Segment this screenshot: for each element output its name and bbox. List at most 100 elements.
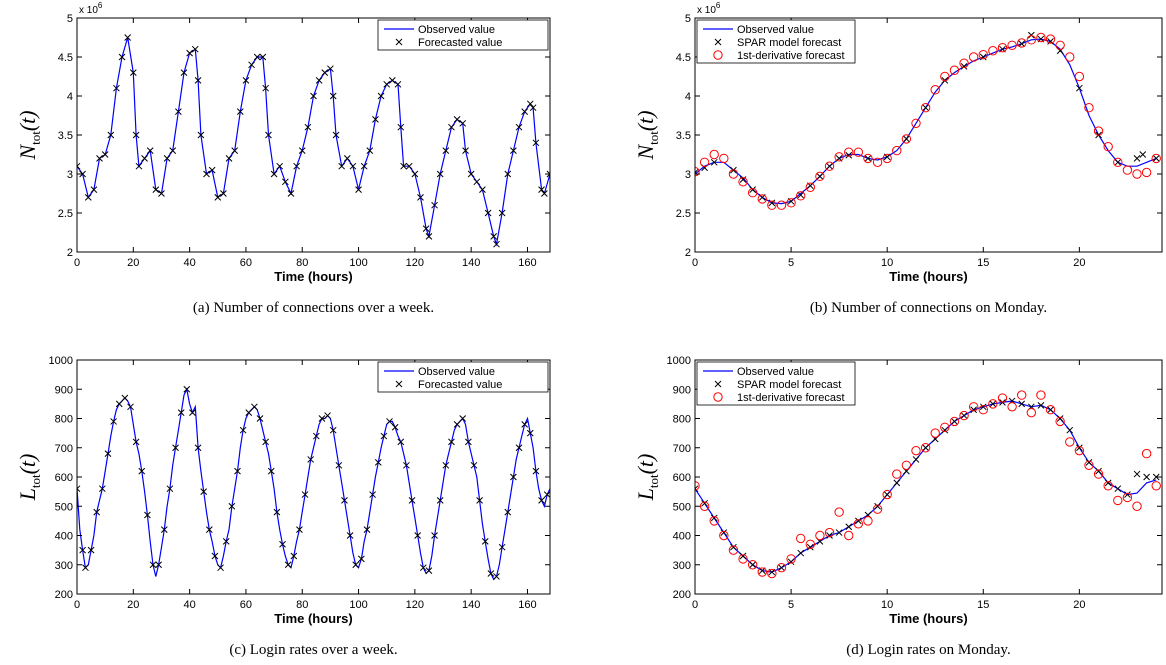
forecast-point-x [256,415,264,422]
forecast-point-x [335,461,343,469]
forecast-point-x [951,418,958,425]
forecast-point-x [358,555,365,563]
derivative-point-o [901,460,912,470]
forecast-point-x [397,438,405,446]
forecast-point-x [442,461,450,469]
forecast-point-x [160,526,168,534]
forecast-point-x [1143,473,1150,481]
forecast-point-x [377,92,385,100]
forecast-point-x [77,485,81,493]
derivative-point-o [997,393,1008,403]
y-tick-label: 3.5 [676,130,691,142]
forecast-point-x [132,131,140,139]
forecast-point-x [82,564,89,572]
forecast-point-x [343,155,351,162]
y-axis-label-main: L [633,488,658,501]
legend-entry: Observed value [737,366,814,378]
derivative-point-o [911,445,921,456]
forecast-point-x [262,84,269,92]
forecast-point-x [236,108,244,115]
forecast-point-x [453,116,461,123]
forecast-point-x [166,485,174,493]
forecast-point-x [504,508,512,516]
forecast-point-x [1104,479,1112,487]
forecast-point-x [307,456,315,463]
derivative-point-o [997,42,1008,53]
forecast-point-x [251,403,258,411]
derivative-point-o [1103,142,1113,152]
forecast-point-x [329,426,337,434]
forecast-point-x [425,567,433,574]
legend-entry: Observed value [418,24,495,36]
legend-swatch-x [395,380,403,388]
legend-entry: Forecasted value [418,379,502,391]
forecast-point-x [787,558,795,566]
forecast-point-x [960,412,968,419]
forecast-point-x [538,186,545,193]
forecast-point-x [436,497,444,504]
derivative-point-o [776,562,787,573]
forecast-point-x [369,491,376,498]
y-exponent-power: 6 [716,1,721,10]
forecast-point-x [701,499,708,507]
forecast-point-x [845,523,853,531]
forecast-point-x [778,564,785,572]
forecast-point-x [152,186,160,193]
panel-c-logins-week: 0 20 40 60 80 100 120 140 160 200 300 400 500 600 700 8… [15,355,551,658]
y-tick-label: 300 [673,560,691,572]
y-tick-label: 2 [67,247,73,259]
forecast-point-x [144,511,151,519]
x-tick-label: 15 [977,257,989,269]
x-tick-label: 0 [74,257,80,269]
y-tick-label: 4.5 [676,52,691,64]
x-axis-label: Time (hours) [274,611,353,626]
derivative-point-o [709,516,719,526]
forecast-point-x [200,488,208,495]
forecast-point-x [1056,415,1064,422]
forecast-point-x [90,186,98,193]
derivative-point-o [1055,416,1065,427]
y-tick-label: 800 [55,414,73,426]
forecast-point-x [290,552,298,560]
forecast-point-x [493,240,500,248]
derivative-point-o [872,504,883,514]
forecast-point-x [239,426,247,434]
forecast-point-x [411,170,419,178]
forecast-point-x [1095,467,1102,475]
forecast-point-x [96,155,103,162]
forecast-point-x [301,491,309,498]
forecast-point-x [380,432,388,440]
forecast-point-x [394,80,402,88]
forecast-point-x [414,532,422,539]
derivative-point-o [834,507,844,517]
derivative-point-o [1007,402,1017,412]
derivative-point-o [786,198,796,208]
y-tick-label: 3 [67,169,73,181]
y-tick-label: 1000 [667,355,691,367]
panel-caption: (b) Number of connections on Monday. [810,300,1047,316]
derivative-point-o [1007,40,1017,50]
forecast-point-x [253,53,261,61]
forecast-point-x [304,123,312,131]
x-tick-label: 20 [127,599,139,611]
y-tick-label: 4.5 [58,52,73,64]
x-tick-label: 10 [881,257,893,269]
derivative-point-o [1151,481,1161,491]
forecast-point-x [341,497,348,504]
y-axis-label-arg: (t) [15,454,40,475]
forecast-point-x [183,385,191,393]
forecast-point-x [397,123,405,131]
forecast-point-x [431,201,438,209]
series-line-observed [695,38,1157,205]
x-tick-label: 0 [74,599,80,611]
derivative-point-o [863,516,873,526]
y-tick-label: 900 [673,384,691,396]
forecast-point-x [417,194,424,201]
forecast-point-x [273,508,281,516]
forecast-point-x [543,491,550,498]
forecast-point-x [408,497,416,504]
forecast-point-x [296,526,303,534]
forecast-point-x [101,151,109,158]
forecast-point-x [526,429,534,437]
